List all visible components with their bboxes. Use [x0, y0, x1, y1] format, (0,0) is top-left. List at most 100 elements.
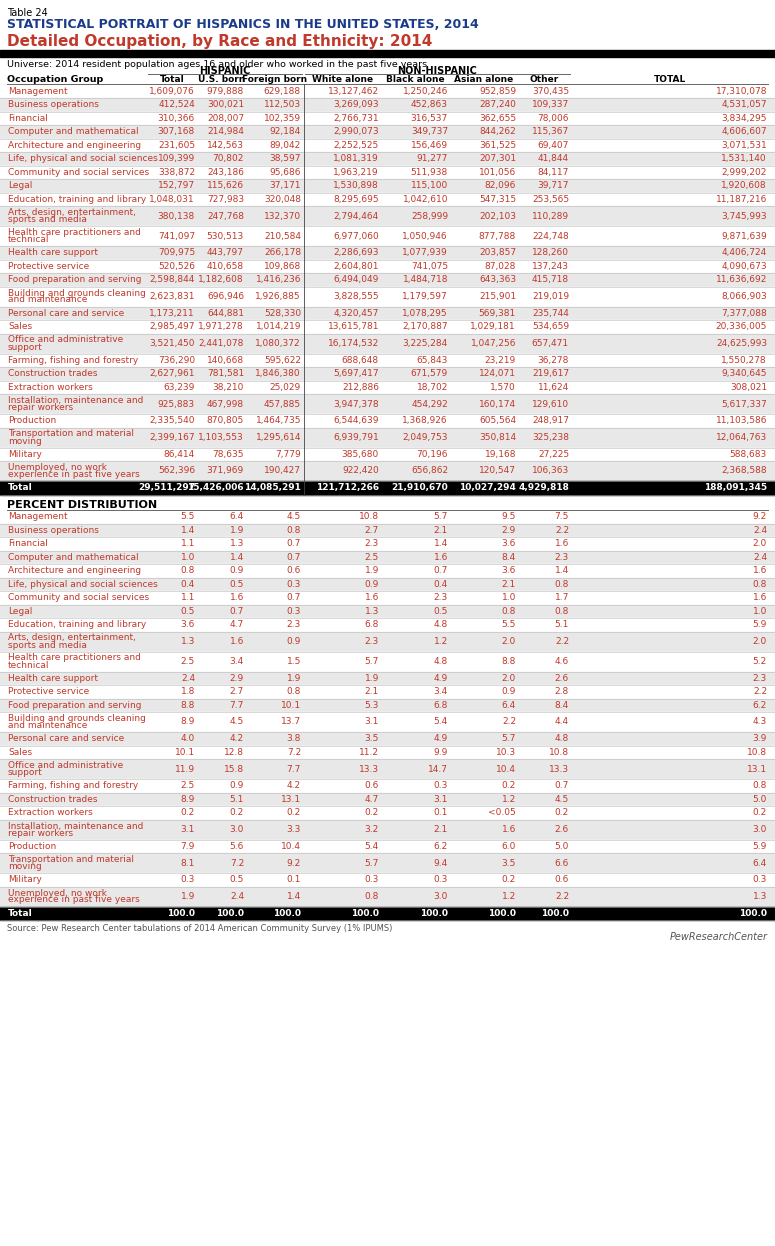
Text: 412,524: 412,524	[158, 100, 195, 110]
Text: 4.8: 4.8	[434, 657, 448, 667]
Text: 0.6: 0.6	[555, 875, 569, 885]
Text: repair workers: repair workers	[8, 829, 73, 837]
Text: 1,103,553: 1,103,553	[198, 434, 244, 442]
Text: 9.4: 9.4	[434, 858, 448, 867]
Text: 443,797: 443,797	[207, 248, 244, 257]
Text: 1,368,926: 1,368,926	[402, 416, 448, 425]
Text: Food preparation and serving: Food preparation and serving	[8, 275, 142, 284]
Text: 7.7: 7.7	[287, 765, 301, 774]
Text: 3.0: 3.0	[434, 892, 448, 901]
Text: 5.7: 5.7	[434, 512, 448, 521]
Text: 212,886: 212,886	[342, 383, 379, 391]
Text: Health care practitioners and: Health care practitioners and	[8, 653, 141, 663]
Text: 3.9: 3.9	[753, 734, 767, 744]
Text: Military: Military	[8, 875, 42, 885]
Text: 4,090,673: 4,090,673	[722, 262, 767, 270]
Text: 2.3: 2.3	[287, 621, 301, 629]
Bar	[0, 152, 775, 166]
Text: 415,718: 415,718	[532, 275, 569, 284]
Text: 100.0: 100.0	[216, 908, 244, 918]
Text: 17,310,078: 17,310,078	[715, 87, 767, 96]
Text: White alone: White alone	[312, 75, 373, 83]
Text: 2.5: 2.5	[181, 657, 195, 667]
Text: Legal: Legal	[8, 181, 33, 191]
Bar	[0, 287, 775, 307]
Text: 0.2: 0.2	[501, 875, 516, 885]
Text: HISPANIC: HISPANIC	[199, 66, 250, 76]
Text: 160,174: 160,174	[479, 400, 516, 409]
Text: 2.4: 2.4	[753, 526, 767, 535]
Text: 7.7: 7.7	[229, 700, 244, 710]
Bar	[0, 179, 775, 192]
Text: 0.3: 0.3	[181, 875, 195, 885]
Bar	[0, 618, 775, 632]
Text: 300,021: 300,021	[207, 100, 244, 110]
Text: 11.9: 11.9	[175, 765, 195, 774]
Text: 202,103: 202,103	[479, 212, 516, 221]
Text: 2,604,801: 2,604,801	[333, 262, 379, 270]
Text: 4,929,818: 4,929,818	[518, 483, 569, 492]
Text: 1.7: 1.7	[555, 593, 569, 602]
Text: 11.2: 11.2	[359, 748, 379, 756]
Text: Office and administrative: Office and administrative	[8, 335, 123, 344]
Text: 1,609,076: 1,609,076	[150, 87, 195, 96]
Text: 10.4: 10.4	[496, 765, 516, 774]
Text: 0.8: 0.8	[181, 566, 195, 576]
Text: 3,071,531: 3,071,531	[722, 141, 767, 150]
Text: 10.1: 10.1	[281, 700, 301, 710]
Text: 38,597: 38,597	[270, 155, 301, 163]
Text: 101,056: 101,056	[479, 168, 516, 177]
Text: 1,179,597: 1,179,597	[402, 292, 448, 302]
Text: 1,416,236: 1,416,236	[256, 275, 301, 284]
Text: 2.1: 2.1	[365, 688, 379, 697]
Text: Personal care and service: Personal care and service	[8, 734, 124, 744]
Text: 2.9: 2.9	[501, 526, 516, 535]
Text: Office and administrative: Office and administrative	[8, 761, 123, 770]
Text: Architecture and engineering: Architecture and engineering	[8, 141, 141, 150]
Text: 1.2: 1.2	[501, 892, 516, 901]
Text: 350,814: 350,814	[479, 434, 516, 442]
Text: 5.9: 5.9	[753, 842, 767, 851]
Text: 0.5: 0.5	[229, 875, 244, 885]
Text: 115,100: 115,100	[411, 181, 448, 191]
Text: and maintenance: and maintenance	[8, 721, 88, 730]
Text: 452,863: 452,863	[411, 100, 448, 110]
Text: 696,946: 696,946	[207, 292, 244, 302]
Text: 4.7: 4.7	[229, 621, 244, 629]
Text: 2.6: 2.6	[555, 674, 569, 683]
Text: 2,598,844: 2,598,844	[150, 275, 195, 284]
Text: 4.0: 4.0	[181, 734, 195, 744]
Text: 2,766,731: 2,766,731	[333, 113, 379, 123]
Text: Detailed Occupation, by Race and Ethnicity: 2014: Detailed Occupation, by Race and Ethnici…	[7, 34, 432, 49]
Text: 6.0: 6.0	[501, 842, 516, 851]
Bar	[0, 380, 775, 394]
Text: 5.5: 5.5	[181, 512, 195, 521]
Text: 12.8: 12.8	[224, 748, 244, 756]
Bar	[0, 427, 775, 447]
Text: 528,330: 528,330	[264, 309, 301, 318]
Text: 10.4: 10.4	[281, 842, 301, 851]
Text: 215,901: 215,901	[479, 292, 516, 302]
Text: repair workers: repair workers	[8, 402, 73, 412]
Text: 14,085,291: 14,085,291	[244, 483, 301, 492]
Text: 9,871,639: 9,871,639	[722, 232, 767, 240]
Text: 741,097: 741,097	[158, 232, 195, 240]
Text: Life, physical and social sciences: Life, physical and social sciences	[8, 579, 158, 589]
Text: 3.0: 3.0	[753, 825, 767, 834]
Text: 870,805: 870,805	[207, 416, 244, 425]
Text: 2.0: 2.0	[501, 637, 516, 645]
Text: 224,748: 224,748	[532, 232, 569, 240]
Text: 132,370: 132,370	[264, 212, 301, 221]
Text: 1,846,380: 1,846,380	[256, 369, 301, 379]
Text: 9,340,645: 9,340,645	[722, 369, 767, 379]
Text: 13.3: 13.3	[359, 765, 379, 774]
Text: 13.7: 13.7	[281, 718, 301, 726]
Text: 0.7: 0.7	[555, 781, 569, 790]
Text: 3,521,450: 3,521,450	[150, 339, 195, 348]
Text: 877,788: 877,788	[479, 232, 516, 240]
Text: 1.9: 1.9	[364, 674, 379, 683]
Text: 4.2: 4.2	[287, 781, 301, 790]
Text: 2,170,887: 2,170,887	[402, 323, 448, 331]
Text: Building and grounds cleaning: Building and grounds cleaning	[8, 714, 146, 723]
Text: 253,565: 253,565	[532, 194, 569, 204]
